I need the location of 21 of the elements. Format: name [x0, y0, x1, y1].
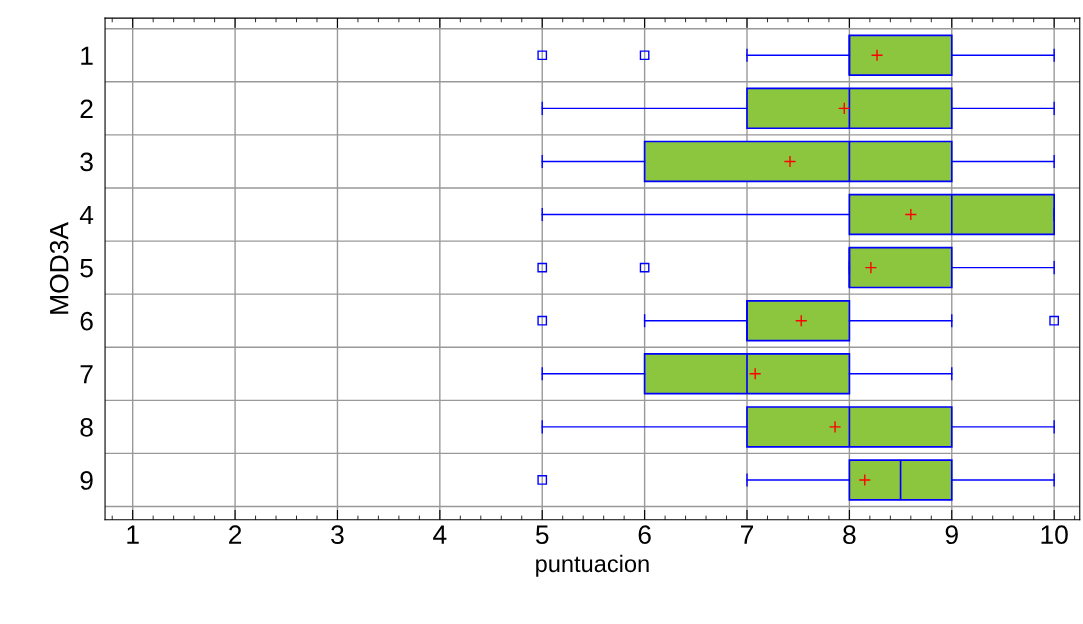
y-tick-label: 3: [80, 152, 93, 172]
y-tick-label: 2: [80, 99, 93, 118]
x-tick-label: 4: [433, 525, 447, 544]
x-tick-label: 1: [127, 525, 139, 544]
y-axis-title: MOD3A: [49, 222, 69, 314]
x-tick-label: 5: [535, 525, 549, 545]
x-tick-label: 8: [843, 525, 856, 545]
x-tick-label: 7: [741, 525, 754, 544]
y-tick-label: 9: [80, 471, 93, 490]
y-tick-label: 5: [80, 259, 93, 278]
x-tick-label: 3: [331, 525, 344, 545]
y-tick-label: 6: [80, 311, 93, 331]
x-axis-title: puntuacion: [536, 554, 649, 577]
y-tick-label: 4: [79, 205, 94, 225]
y-tick-label: 7: [80, 365, 93, 384]
x-tick-label: 9: [945, 525, 958, 545]
x-tick-label: 10: [1041, 525, 1068, 545]
y-tick-label: 1: [81, 46, 93, 65]
x-tick-label: 2: [229, 525, 242, 544]
y-tick-label: 8: [80, 418, 93, 437]
x-tick-label: 6: [638, 525, 651, 545]
